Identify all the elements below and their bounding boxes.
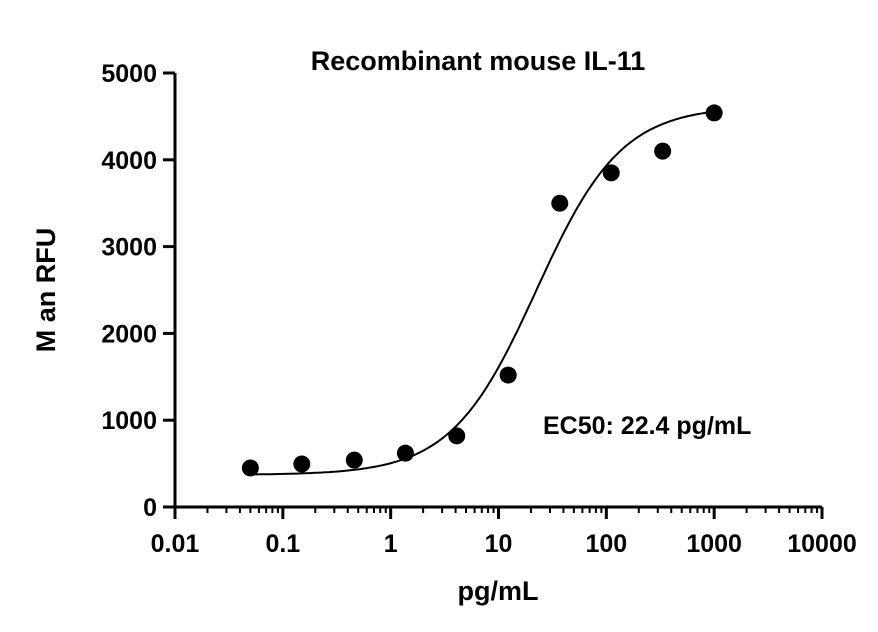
- data-point: [654, 142, 672, 160]
- x-tick-label: 1: [384, 530, 398, 558]
- x-axis-label: pg/mL: [458, 576, 539, 606]
- y-tick-label: 2000: [101, 320, 157, 348]
- data-point: [551, 194, 569, 212]
- x-tick-label: 0.1: [265, 530, 300, 558]
- data-point: [345, 451, 363, 469]
- y-tick-label: 3000: [101, 234, 157, 262]
- fit-curve: [250, 110, 715, 476]
- ec50-annotation: EC50: 22.4 pg/mL: [543, 412, 751, 440]
- x-tick-label: 10: [485, 530, 513, 558]
- data-point: [602, 164, 620, 182]
- chart-title: Recombinant mouse IL-11: [311, 46, 646, 76]
- y-axis-label: M an RFU: [31, 228, 61, 353]
- y-tick-label: 4000: [101, 147, 157, 175]
- data-point: [241, 459, 259, 477]
- y-tick-label: 5000: [101, 60, 157, 88]
- data-point: [396, 444, 414, 462]
- x-tick-label: 1000: [686, 530, 742, 558]
- y-tick-label: 0: [143, 494, 157, 522]
- x-tick-label: 0.01: [151, 530, 200, 558]
- x-tick-label: 100: [585, 530, 627, 558]
- data-point: [499, 366, 517, 384]
- data-point: [293, 455, 311, 473]
- data-point: [448, 427, 466, 445]
- data-point: [705, 104, 723, 122]
- y-tick-label: 1000: [101, 407, 157, 435]
- x-tick-label: 10000: [787, 530, 857, 558]
